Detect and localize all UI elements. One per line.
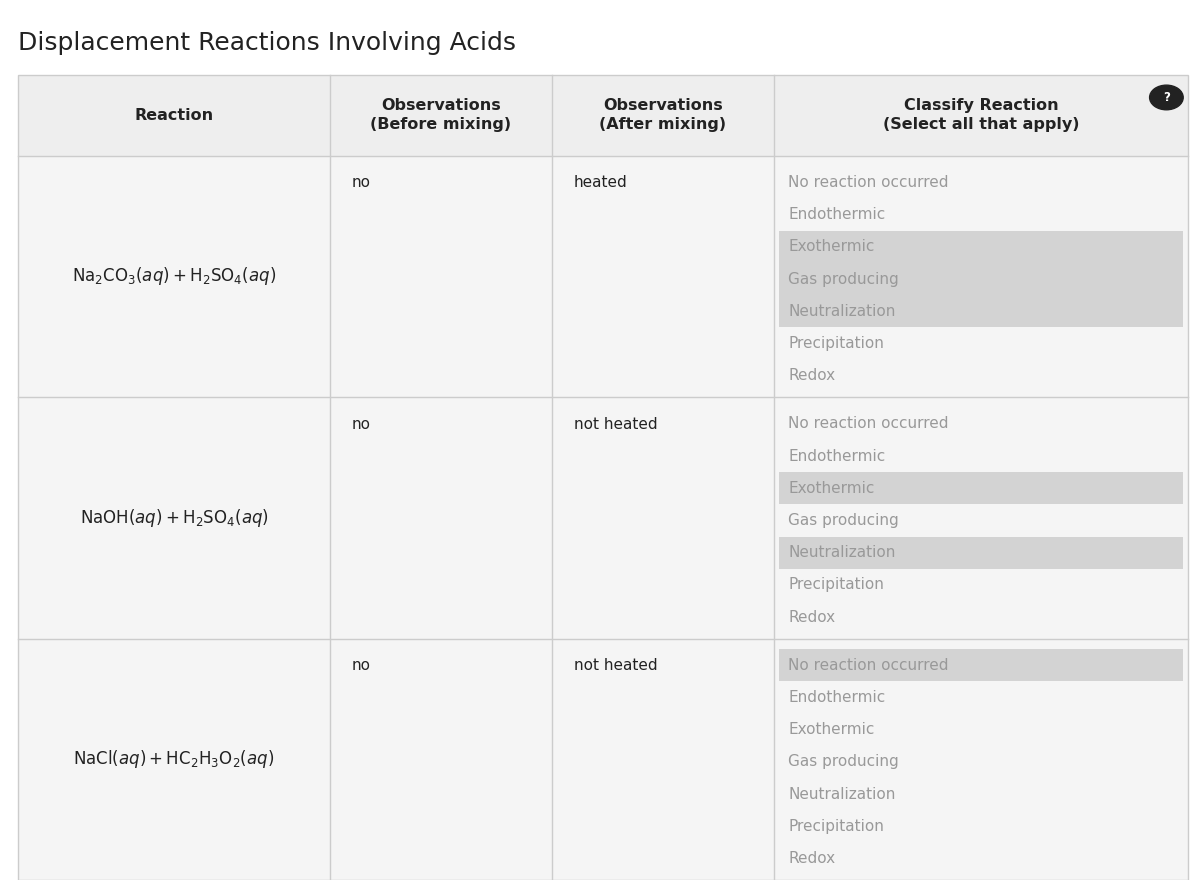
Bar: [779, 263, 1183, 295]
Text: Precipitation: Precipitation: [788, 336, 884, 351]
Text: $\mathrm{NaOH}(\mathit{aq}) + \mathrm{H_2SO_4}(\mathit{aq})$: $\mathrm{NaOH}(\mathit{aq}) + \mathrm{H_…: [79, 507, 269, 529]
Text: No reaction occurred: No reaction occurred: [788, 416, 949, 431]
Text: no: no: [352, 416, 371, 431]
Text: heated: heated: [574, 175, 628, 190]
Text: $\mathrm{NaCl}(\mathit{aq}) + \mathrm{HC_2H_3O_2}(\mathit{aq})$: $\mathrm{NaCl}(\mathit{aq}) + \mathrm{HC…: [73, 748, 275, 770]
Bar: [18, 75, 1188, 156]
Text: Gas producing: Gas producing: [788, 754, 899, 769]
Text: Observations
(After mixing): Observations (After mixing): [600, 99, 726, 132]
Text: Observations
(Before mixing): Observations (Before mixing): [371, 99, 511, 132]
Text: no: no: [352, 658, 371, 673]
Text: Precipitation: Precipitation: [788, 819, 884, 834]
Text: Reaction: Reaction: [134, 107, 214, 123]
Text: Neutralization: Neutralization: [788, 546, 895, 561]
Text: Exothermic: Exothermic: [788, 722, 875, 737]
Circle shape: [1150, 85, 1183, 110]
Text: Displacement Reactions Involving Acids: Displacement Reactions Involving Acids: [18, 31, 516, 55]
Text: not heated: not heated: [574, 416, 658, 431]
Text: Gas producing: Gas producing: [788, 513, 899, 528]
Bar: [18, 156, 1188, 397]
Bar: [779, 649, 1183, 681]
Text: Neutralization: Neutralization: [788, 787, 895, 802]
Text: Endothermic: Endothermic: [788, 449, 886, 464]
Text: Endothermic: Endothermic: [788, 207, 886, 222]
Text: No reaction occurred: No reaction occurred: [788, 175, 949, 190]
Text: ?: ?: [1163, 91, 1170, 104]
Text: Classify Reaction
(Select all that apply): Classify Reaction (Select all that apply…: [883, 99, 1079, 132]
Text: $\mathrm{Na_2CO_3}(\mathit{aq}) + \mathrm{H_2SO_4}(\mathit{aq})$: $\mathrm{Na_2CO_3}(\mathit{aq}) + \mathr…: [72, 266, 276, 288]
Text: no: no: [352, 175, 371, 190]
Text: Exothermic: Exothermic: [788, 480, 875, 495]
Text: Gas producing: Gas producing: [788, 272, 899, 287]
Text: Redox: Redox: [788, 610, 835, 625]
Bar: [779, 231, 1183, 263]
Text: Redox: Redox: [788, 369, 835, 384]
Text: Redox: Redox: [788, 851, 835, 866]
Bar: [779, 473, 1183, 504]
Text: Neutralization: Neutralization: [788, 304, 895, 319]
Bar: [779, 537, 1183, 568]
Bar: [18, 639, 1188, 880]
Text: Exothermic: Exothermic: [788, 239, 875, 254]
Text: Endothermic: Endothermic: [788, 690, 886, 705]
Text: Precipitation: Precipitation: [788, 577, 884, 592]
Text: not heated: not heated: [574, 658, 658, 673]
Bar: [18, 397, 1188, 639]
Bar: [779, 295, 1183, 327]
Text: No reaction occurred: No reaction occurred: [788, 657, 949, 672]
